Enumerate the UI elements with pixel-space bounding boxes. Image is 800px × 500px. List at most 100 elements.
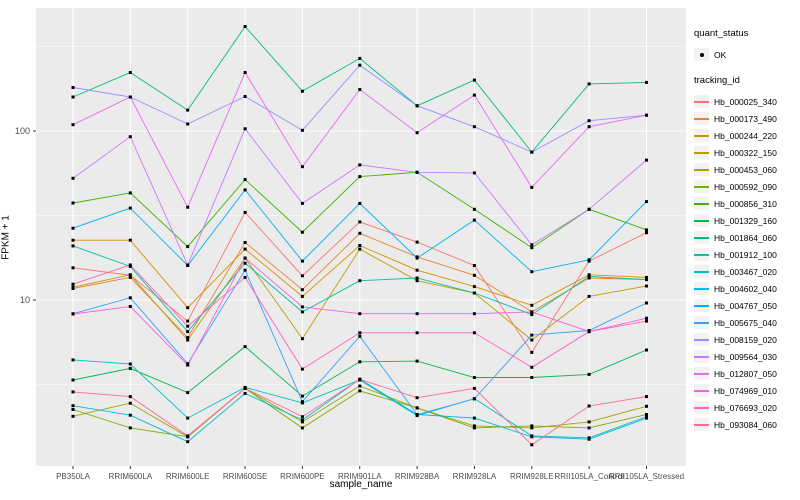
- data-point: [472, 376, 476, 379]
- data-point: [243, 95, 247, 98]
- x-tick-label: PB350LA: [56, 472, 90, 481]
- data-point: [472, 397, 476, 401]
- legend-item-Hb_076693_020: Hb_076693_020: [694, 399, 798, 416]
- data-point: [645, 158, 648, 162]
- series-color-swatch: [694, 304, 709, 307]
- series-color-swatch: [694, 236, 709, 239]
- data-point: [587, 274, 591, 278]
- legend-color-key: [694, 265, 709, 278]
- legend-color-key: [694, 214, 709, 227]
- legend-item-Hb_012807_050: Hb_012807_050: [694, 365, 798, 382]
- legend-item-Hb_000173_490: Hb_000173_490: [694, 110, 798, 127]
- x-tick-label: RRIM928LE: [510, 472, 554, 481]
- data-point: [300, 394, 304, 398]
- data-point: [243, 391, 247, 395]
- legend-item-label: Hb_093084_060: [714, 419, 777, 430]
- data-point: [358, 360, 362, 364]
- data-point: [128, 263, 132, 267]
- data-point: [472, 386, 476, 390]
- legend-item-label: Hb_000244_220: [714, 130, 777, 141]
- data-point: [243, 386, 247, 390]
- data-point: [587, 258, 591, 262]
- legend-item-Hb_000244_220: Hb_000244_220: [694, 127, 798, 144]
- data-point: [186, 319, 190, 323]
- data-point: [645, 275, 648, 279]
- legend-color-key: [694, 112, 709, 125]
- data-point: [530, 350, 534, 354]
- legend-item-label: Hb_001329_160: [714, 215, 777, 226]
- legend-item-label: Hb_000592_090: [714, 181, 777, 192]
- data-point: [415, 406, 419, 410]
- legend-item-label: Hb_076693_020: [714, 402, 777, 413]
- data-point: [587, 82, 591, 86]
- data-point: [645, 113, 648, 117]
- data-point: [472, 273, 476, 277]
- data-point: [530, 270, 534, 274]
- data-point: [645, 80, 648, 84]
- data-point: [186, 205, 190, 209]
- x-tick-label: RRIM928LA: [453, 472, 497, 481]
- data-point: [128, 238, 132, 242]
- legend-item-Hb_000856_310: Hb_000856_310: [694, 195, 798, 212]
- x-tick-label: RRIM600LE: [166, 472, 210, 481]
- data-point: [71, 285, 75, 289]
- data-point: [415, 359, 419, 363]
- data-point: [186, 416, 190, 420]
- data-point: [186, 330, 190, 334]
- legend-item-Hb_003467_020: Hb_003467_020: [694, 263, 798, 280]
- legend-item-Hb_074969_010: Hb_074969_010: [694, 382, 798, 399]
- data-point: [645, 200, 648, 204]
- data-point: [415, 268, 419, 272]
- legend-item-label: Hb_000025_340: [714, 96, 777, 107]
- series-color-swatch: [694, 423, 709, 426]
- legend-item-label: Hb_012807_050: [714, 368, 777, 379]
- data-point: [415, 413, 419, 416]
- data-point: [358, 163, 362, 167]
- data-point: [186, 440, 190, 444]
- data-point: [587, 420, 591, 424]
- data-point: [358, 331, 362, 335]
- data-point: [530, 303, 534, 307]
- data-point: [186, 306, 190, 310]
- legend-color-key: [694, 197, 709, 210]
- data-point: [300, 305, 304, 309]
- legend-item-Hb_000592_090: Hb_000592_090: [694, 178, 798, 195]
- legend-item-Hb_001864_060: Hb_001864_060: [694, 229, 798, 246]
- data-point: [300, 415, 304, 419]
- data-point: [645, 348, 648, 352]
- legend-color-key: [694, 333, 709, 346]
- data-point: [415, 331, 419, 335]
- data-point: [300, 89, 304, 93]
- legend-color-key: [694, 129, 709, 142]
- legend-color-key: [694, 384, 709, 397]
- legend-quant-status-section: quant_status OK: [694, 28, 798, 63]
- data-point: [186, 108, 190, 112]
- legend-color-key: [694, 180, 709, 193]
- data-point: [415, 131, 419, 135]
- plot-panel: 10 100 PB350LA RRIM600LA RRIM600LE RRIM600SE R…: [15, 8, 686, 481]
- data-point: [472, 264, 476, 267]
- data-point: [300, 418, 304, 422]
- data-point: [358, 56, 362, 60]
- data-point: [300, 288, 304, 292]
- data-point: [645, 278, 648, 282]
- data-point: [300, 128, 304, 132]
- data-point: [358, 377, 362, 381]
- legend-item-Hb_001329_160: Hb_001329_160: [694, 212, 798, 229]
- series-color-swatch: [694, 100, 709, 103]
- data-point: [587, 330, 591, 334]
- data-point: [71, 390, 75, 394]
- data-point: [645, 416, 648, 420]
- data-point: [128, 273, 132, 277]
- y-tick-label: 10: [20, 295, 30, 305]
- data-point: [587, 404, 591, 408]
- data-point: [530, 313, 534, 317]
- data-point: [243, 275, 247, 279]
- data-point: [243, 261, 247, 265]
- data-point: [530, 424, 534, 428]
- data-point: [415, 396, 419, 400]
- data-point: [587, 119, 591, 123]
- legend-item-Hb_000322_150: Hb_000322_150: [694, 144, 798, 161]
- data-point: [472, 218, 476, 222]
